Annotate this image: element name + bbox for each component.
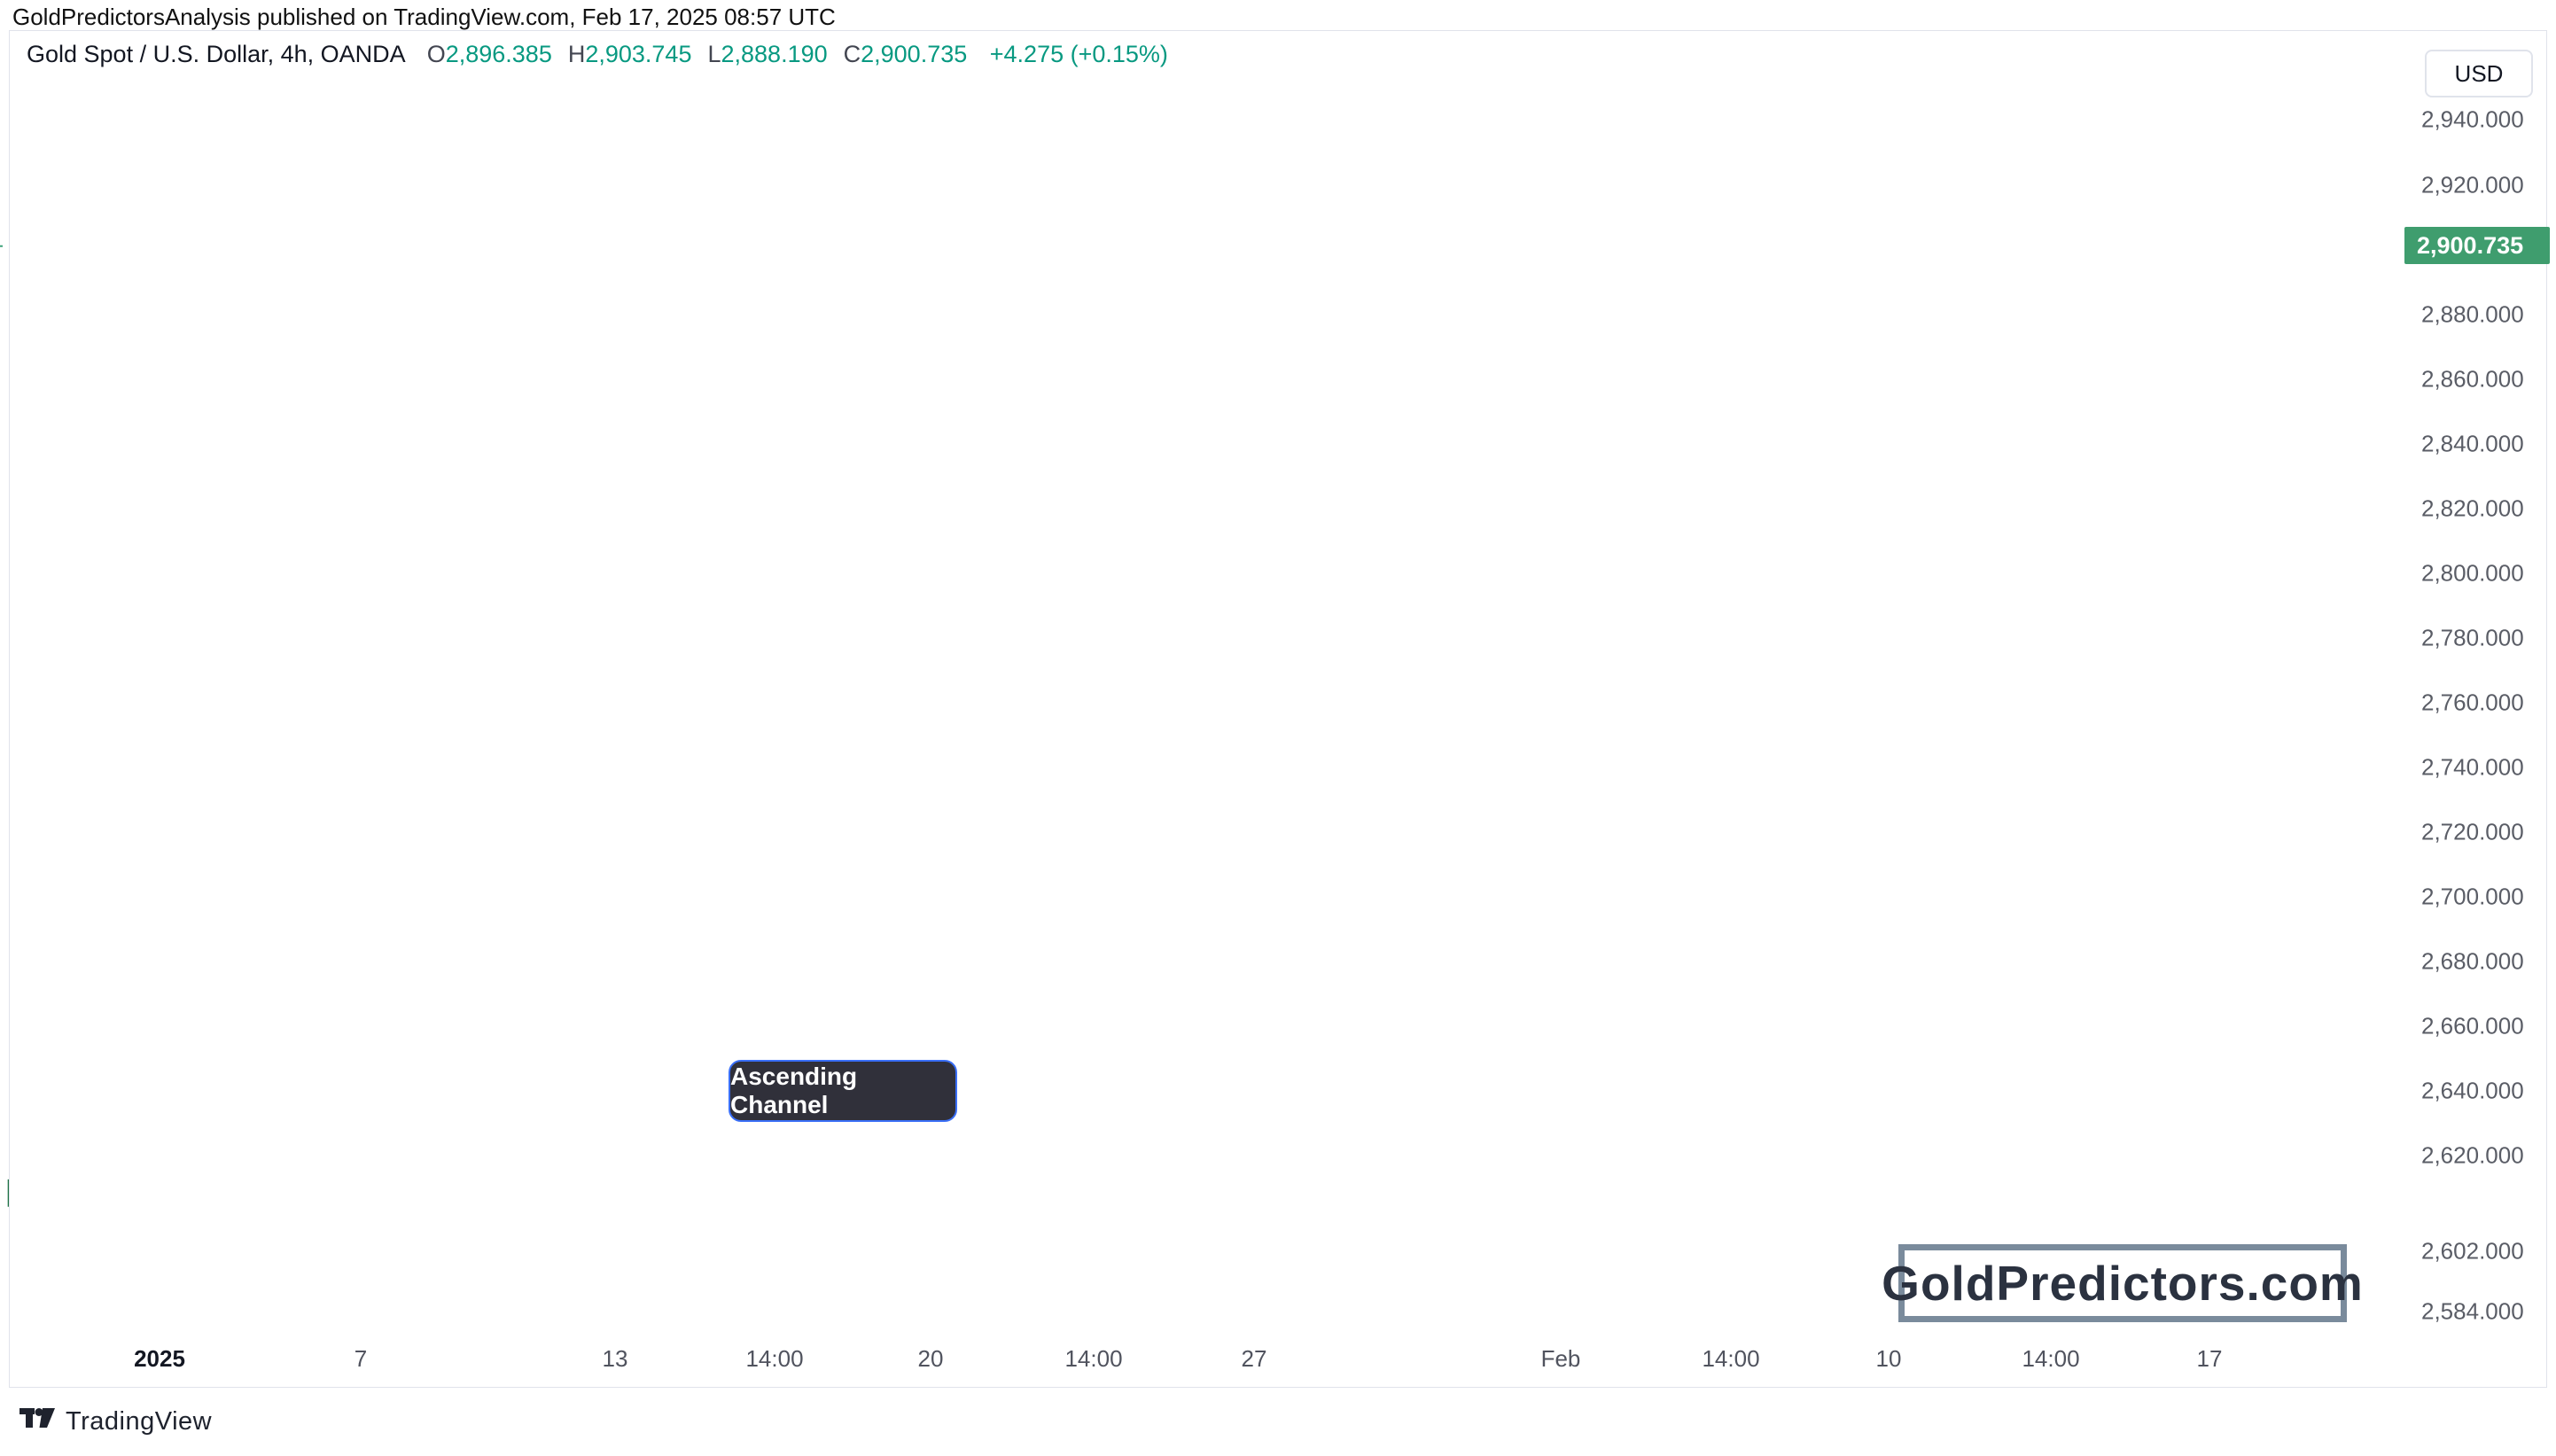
- time-axis-label: 14:00: [1702, 1345, 1760, 1372]
- price-axis-label: 2,840.000: [2421, 430, 2524, 457]
- publish-info-bar: GoldPredictorsAnalysis published on Trad…: [12, 4, 836, 30]
- time-axis-label: 10: [1875, 1345, 1902, 1372]
- time-axis-label: 14:00: [745, 1345, 804, 1372]
- price-axis-label: 2,780.000: [2421, 624, 2524, 651]
- price-axis-label: 2,800.000: [2421, 559, 2524, 587]
- ohlc-key: C: [843, 41, 861, 67]
- price-axis-label: 2,940.000: [2421, 105, 2524, 133]
- price-axis-label: 2,640.000: [2421, 1077, 2524, 1104]
- goldpredictors-watermark: GoldPredictors.com: [1882, 1244, 2363, 1322]
- time-axis-label: 7: [354, 1345, 368, 1372]
- currency-toggle-button[interactable]: USD: [2425, 50, 2533, 97]
- tradingview-logo-icon: [19, 1407, 55, 1436]
- price-axis-label: 2,740.000: [2421, 753, 2524, 781]
- ohlc-key: O: [426, 41, 446, 67]
- price-axis-label: 2,880.000: [2421, 300, 2524, 328]
- ohlc-key: H: [567, 41, 586, 67]
- price-axis-label: 2,680.000: [2421, 947, 2524, 975]
- ohlc-key: L: [707, 41, 721, 67]
- tradingview-brand-text: TradingView: [66, 1406, 213, 1436]
- time-axis-label: Feb: [1540, 1345, 1581, 1372]
- price-axis-label: 2,760.000: [2421, 689, 2524, 716]
- price-axis-label: 2,920.000: [2421, 171, 2524, 199]
- symbol-legend[interactable]: Gold Spot / U.S. Dollar, 4h, OANDA O2,89…: [27, 41, 1168, 68]
- tradingview-footer[interactable]: TradingView: [19, 1405, 212, 1437]
- price-axis-label: 2,860.000: [2421, 365, 2524, 393]
- price-axis-label: 2,660.000: [2421, 1012, 2524, 1039]
- price-axis-label: 2,584.000: [2421, 1297, 2524, 1325]
- time-axis-label: 20: [917, 1345, 944, 1372]
- price-axis-label: 2,700.000: [2421, 883, 2524, 910]
- time-axis-label: 2025: [134, 1345, 185, 1372]
- last-price-badge: 2,900.735: [2404, 227, 2550, 264]
- time-scale[interactable]: [9, 1334, 2404, 1387]
- time-axis-label: 13: [602, 1345, 628, 1372]
- time-axis-label: 27: [1241, 1345, 1267, 1372]
- ascending-channel-label[interactable]: Ascending Channel: [729, 1060, 957, 1122]
- price-axis-label: 2,720.000: [2421, 818, 2524, 845]
- ohlc-value: 2,888.190: [721, 41, 828, 67]
- time-axis-label: 14:00: [1064, 1345, 1123, 1372]
- change-value: +4.275 (+0.15%): [989, 41, 1168, 67]
- ohlc-values: O2,896.385 H2,903.745 L2,888.190 C2,900.735: [411, 41, 968, 67]
- time-axis-label: 14:00: [2022, 1345, 2080, 1372]
- ohlc-value: 2,900.735: [861, 41, 968, 67]
- chart-panel: [9, 30, 2547, 1388]
- price-axis-label: 2,620.000: [2421, 1141, 2524, 1169]
- ohlc-value: 2,896.385: [445, 41, 552, 67]
- symbol-title[interactable]: Gold Spot / U.S. Dollar, 4h, OANDA: [27, 41, 405, 67]
- price-scale[interactable]: [2404, 30, 2556, 1333]
- price-axis-label: 2,602.000: [2421, 1237, 2524, 1265]
- price-axis-label: 2,820.000: [2421, 494, 2524, 522]
- ohlc-value: 2,903.745: [585, 41, 692, 67]
- time-axis-label: 17: [2196, 1345, 2223, 1372]
